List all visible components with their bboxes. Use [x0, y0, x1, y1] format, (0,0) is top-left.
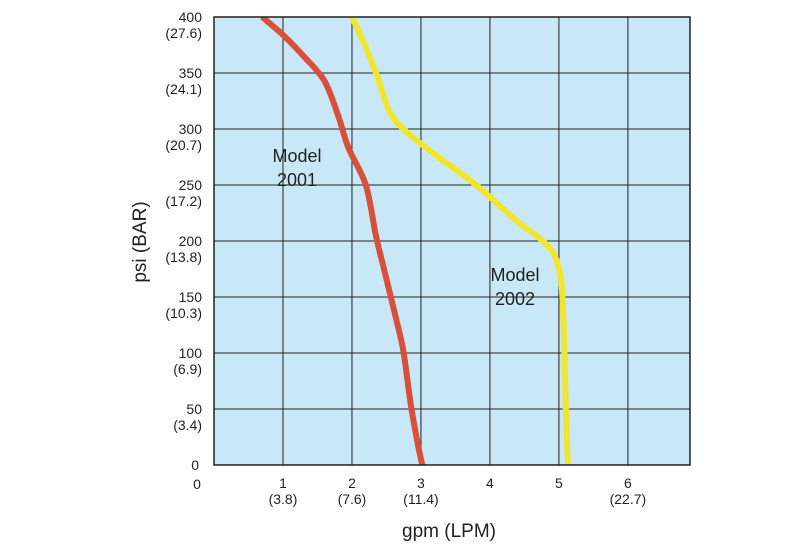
y-tick-label: 350: [179, 65, 203, 81]
x-tick-label: 1: [279, 475, 287, 491]
y-tick-labels: 0 50(3.4) 100(6.9) 150(10.3) 200(13.8) 250(17…: [165, 9, 202, 473]
x-axis-title: gpm (LPM): [402, 521, 496, 542]
series-label: 2001: [277, 170, 317, 190]
x-tick-label: 5: [555, 475, 563, 491]
y-tick-sublabel: (3.4): [173, 417, 202, 433]
y-tick-label: 300: [179, 121, 203, 137]
x-tick-labels: 0 1(3.8) 2(7.6) 3(11.4) 4 5 6(22.7): [193, 475, 646, 507]
x-tick-label: 2: [348, 475, 356, 491]
x-tick-sublabel: (22.7): [610, 491, 647, 507]
y-tick-label: 250: [179, 177, 203, 193]
x-tick-label: 0: [193, 476, 201, 492]
y-tick-label: 0: [191, 457, 199, 473]
y-tick-sublabel: (10.3): [165, 305, 202, 321]
y-tick-sublabel: (13.8): [165, 249, 202, 265]
y-tick-sublabel: (20.7): [165, 137, 202, 153]
y-tick-label: 100: [179, 345, 203, 361]
series-label: Model: [490, 265, 539, 285]
y-axis-title: psi (BAR): [130, 201, 151, 282]
y-tick-sublabel: (27.6): [165, 25, 202, 41]
y-tick-sublabel: (6.9): [173, 361, 202, 377]
y-tick-sublabel: (24.1): [165, 81, 202, 97]
y-tick-label: 200: [179, 233, 203, 249]
x-tick-label: 4: [486, 475, 494, 491]
series-label: Model: [272, 146, 321, 166]
y-tick-label: 400: [179, 9, 203, 25]
x-tick-sublabel: (7.6): [338, 491, 367, 507]
series-label: 2002: [495, 289, 535, 309]
x-tick-sublabel: (3.8): [269, 491, 298, 507]
x-tick-label: 3: [417, 475, 425, 491]
y-tick-sublabel: (17.2): [165, 193, 202, 209]
x-tick-sublabel: (11.4): [403, 491, 439, 507]
y-tick-label: 50: [186, 401, 202, 417]
x-tick-label: 6: [624, 475, 632, 491]
y-tick-label: 150: [179, 289, 203, 305]
